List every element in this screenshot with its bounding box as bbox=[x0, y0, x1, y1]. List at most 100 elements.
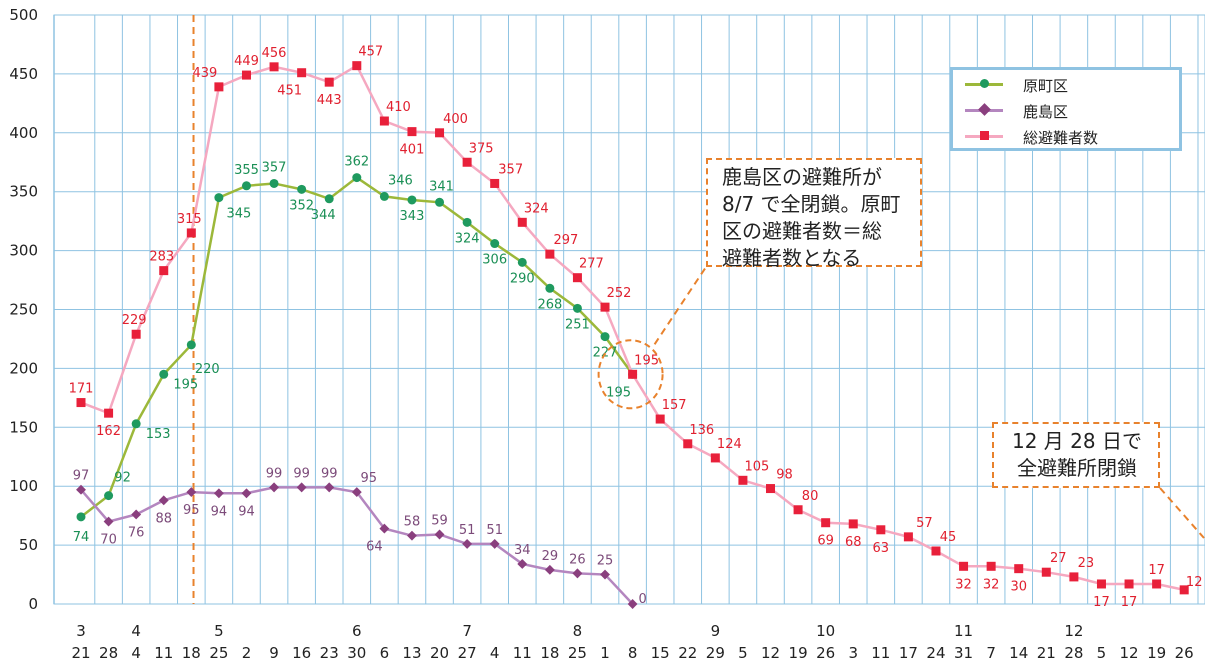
y-tick-label: 200 bbox=[9, 359, 38, 377]
x-tick-day-label: 7 bbox=[986, 644, 996, 662]
x-tick-month-label: 12 bbox=[1064, 622, 1083, 640]
data-label: 12 bbox=[1186, 575, 1203, 590]
data-point bbox=[435, 197, 445, 207]
data-label: 99 bbox=[293, 466, 310, 481]
data-label: 252 bbox=[607, 286, 632, 301]
data-label: 306 bbox=[482, 253, 507, 268]
x-tick-day-label: 19 bbox=[1147, 644, 1166, 662]
legend-marker-total bbox=[980, 131, 989, 140]
data-point bbox=[407, 530, 417, 541]
y-tick-label: 50 bbox=[19, 536, 38, 554]
data-point bbox=[158, 495, 169, 506]
x-tick-day-label: 8 bbox=[628, 644, 638, 662]
data-label: 277 bbox=[579, 257, 604, 272]
x-tick-day-label: 28 bbox=[99, 644, 118, 662]
data-label: 449 bbox=[234, 54, 259, 69]
data-point bbox=[462, 157, 472, 167]
data-label: 362 bbox=[344, 155, 369, 170]
data-point bbox=[269, 178, 279, 188]
data-label: 220 bbox=[195, 362, 220, 377]
data-point bbox=[131, 329, 141, 339]
data-point bbox=[324, 194, 334, 204]
data-point bbox=[627, 599, 638, 609]
data-label: 97 bbox=[73, 469, 90, 484]
data-point bbox=[517, 558, 528, 569]
highlight-circle bbox=[597, 339, 664, 410]
data-label: 456 bbox=[262, 46, 287, 61]
callout-leader-line-1 bbox=[653, 266, 707, 345]
data-label: 45 bbox=[940, 530, 957, 545]
data-label: 17 bbox=[1148, 563, 1165, 578]
series-1 bbox=[76, 482, 638, 609]
data-point bbox=[490, 239, 500, 249]
data-label: 99 bbox=[266, 466, 283, 481]
data-point bbox=[76, 398, 86, 408]
data-label: 63 bbox=[873, 541, 890, 556]
data-label: 27 bbox=[1050, 551, 1067, 566]
data-label: 136 bbox=[689, 423, 714, 438]
y-tick-label: 350 bbox=[9, 183, 38, 201]
y-tick-label: 100 bbox=[9, 477, 38, 495]
data-point bbox=[104, 491, 114, 501]
data-label: 57 bbox=[916, 516, 933, 531]
x-tick-day-label: 29 bbox=[706, 644, 725, 662]
x-tick-day-label: 12 bbox=[761, 644, 780, 662]
data-label: 32 bbox=[955, 577, 972, 592]
y-tick-label: 150 bbox=[9, 418, 38, 436]
data-label: 457 bbox=[358, 45, 383, 60]
annotation-1-line-1: 鹿島区の避難所が bbox=[722, 165, 882, 189]
x-tick-day-label: 4 bbox=[490, 644, 500, 662]
data-point bbox=[903, 532, 913, 542]
data-label: 99 bbox=[321, 466, 338, 481]
data-label: 375 bbox=[469, 141, 494, 156]
x-tick-day-label: 22 bbox=[678, 644, 697, 662]
data-label: 324 bbox=[455, 231, 480, 246]
legend-label-haramachi: 原町区 bbox=[1023, 77, 1069, 95]
data-point bbox=[572, 303, 582, 313]
data-label: 32 bbox=[983, 577, 1000, 592]
data-label: 443 bbox=[317, 93, 342, 108]
data-point bbox=[683, 439, 693, 449]
data-label: 400 bbox=[443, 112, 468, 127]
x-tick-day-label: 6 bbox=[380, 644, 390, 662]
x-tick-month-label: 9 bbox=[711, 622, 721, 640]
legend-marker-haramachi bbox=[980, 79, 989, 88]
data-label: 76 bbox=[128, 525, 145, 540]
data-label: 29 bbox=[542, 549, 559, 564]
x-tick-day-label: 15 bbox=[651, 644, 670, 662]
data-point bbox=[352, 61, 362, 71]
y-tick-label: 400 bbox=[9, 124, 38, 142]
data-label: 17 bbox=[1093, 595, 1110, 610]
data-point bbox=[159, 369, 169, 379]
data-point bbox=[462, 217, 472, 227]
x-tick-day-label: 19 bbox=[789, 644, 808, 662]
data-label: 59 bbox=[431, 513, 448, 528]
x-tick-day-label: 11 bbox=[871, 644, 890, 662]
data-label: 92 bbox=[114, 471, 131, 486]
data-point bbox=[490, 178, 500, 188]
data-point bbox=[1152, 579, 1162, 589]
x-tick-day-label: 2 bbox=[242, 644, 252, 662]
data-label: 345 bbox=[226, 207, 251, 222]
data-point bbox=[1096, 579, 1106, 589]
data-point bbox=[655, 414, 665, 424]
data-point bbox=[600, 332, 610, 342]
data-label: 195 bbox=[606, 385, 631, 400]
annotation-1-line-4: 避難者数となる bbox=[722, 246, 862, 270]
y-tick-label: 450 bbox=[9, 65, 38, 83]
data-point bbox=[793, 505, 803, 515]
data-label: 357 bbox=[262, 160, 287, 175]
annotation-2-line-1: 12 月 28 日で bbox=[1012, 429, 1142, 453]
data-point bbox=[600, 569, 610, 580]
data-label: 344 bbox=[311, 208, 336, 223]
data-label: 229 bbox=[122, 313, 147, 328]
data-point bbox=[407, 127, 417, 137]
data-point bbox=[1041, 567, 1051, 577]
data-point bbox=[379, 523, 390, 534]
data-label: 0 bbox=[638, 592, 646, 607]
data-point bbox=[489, 538, 500, 549]
data-label: 51 bbox=[486, 523, 503, 538]
data-point bbox=[297, 184, 307, 194]
data-point bbox=[186, 228, 196, 238]
